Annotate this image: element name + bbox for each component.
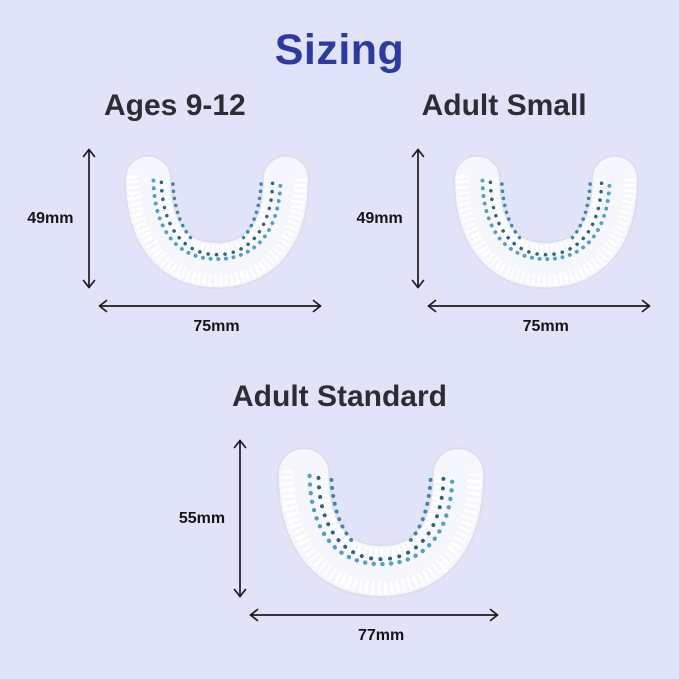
bottom-row: Adult Standard 55mm (0, 380, 679, 645)
width-dimension-label: 75mm (193, 318, 240, 335)
product-card-adult-small: Adult Small 49mm (357, 89, 652, 336)
height-dimension-label: 49mm (356, 209, 403, 227)
product-card-ages-9-12: Ages 9-12 49mm (27, 89, 322, 336)
brush-head-image (277, 447, 486, 598)
horizontal-dimension-arrow-icon (426, 299, 652, 313)
vertical-dimension-arrow-icon (81, 147, 97, 290)
brush-head-image-slot (111, 147, 323, 290)
brush-head-image-slot (262, 438, 500, 599)
height-dimension-label: 55mm (178, 509, 226, 527)
product-name: Adult Small (421, 89, 587, 122)
vertical-dimension-arrow-icon (232, 438, 248, 599)
brush-head-image-slot (440, 147, 652, 290)
top-row: Ages 9-12 49mm (0, 89, 679, 336)
height-dimension-label: 49mm (27, 209, 74, 227)
width-dimension-label: 77mm (358, 627, 405, 644)
product-card-adult-standard: Adult Standard 55mm (179, 380, 500, 645)
horizontal-dimension-arrow-icon (97, 299, 323, 313)
product-name: Ages 9-12 (104, 89, 246, 122)
brush-head-image (453, 154, 639, 290)
dimension-figure: 49mm (357, 147, 652, 336)
width-dimension-label: 75mm (522, 318, 569, 335)
vertical-dimension-arrow-icon (410, 147, 426, 290)
dimension-figure: 55mm (179, 438, 500, 645)
dimension-figure: 49mm (27, 147, 322, 336)
brush-head-image (123, 154, 310, 290)
page-title: Sizing (274, 26, 405, 74)
product-name: Adult Standard (232, 380, 447, 413)
horizontal-dimension-arrow-icon (248, 608, 500, 622)
